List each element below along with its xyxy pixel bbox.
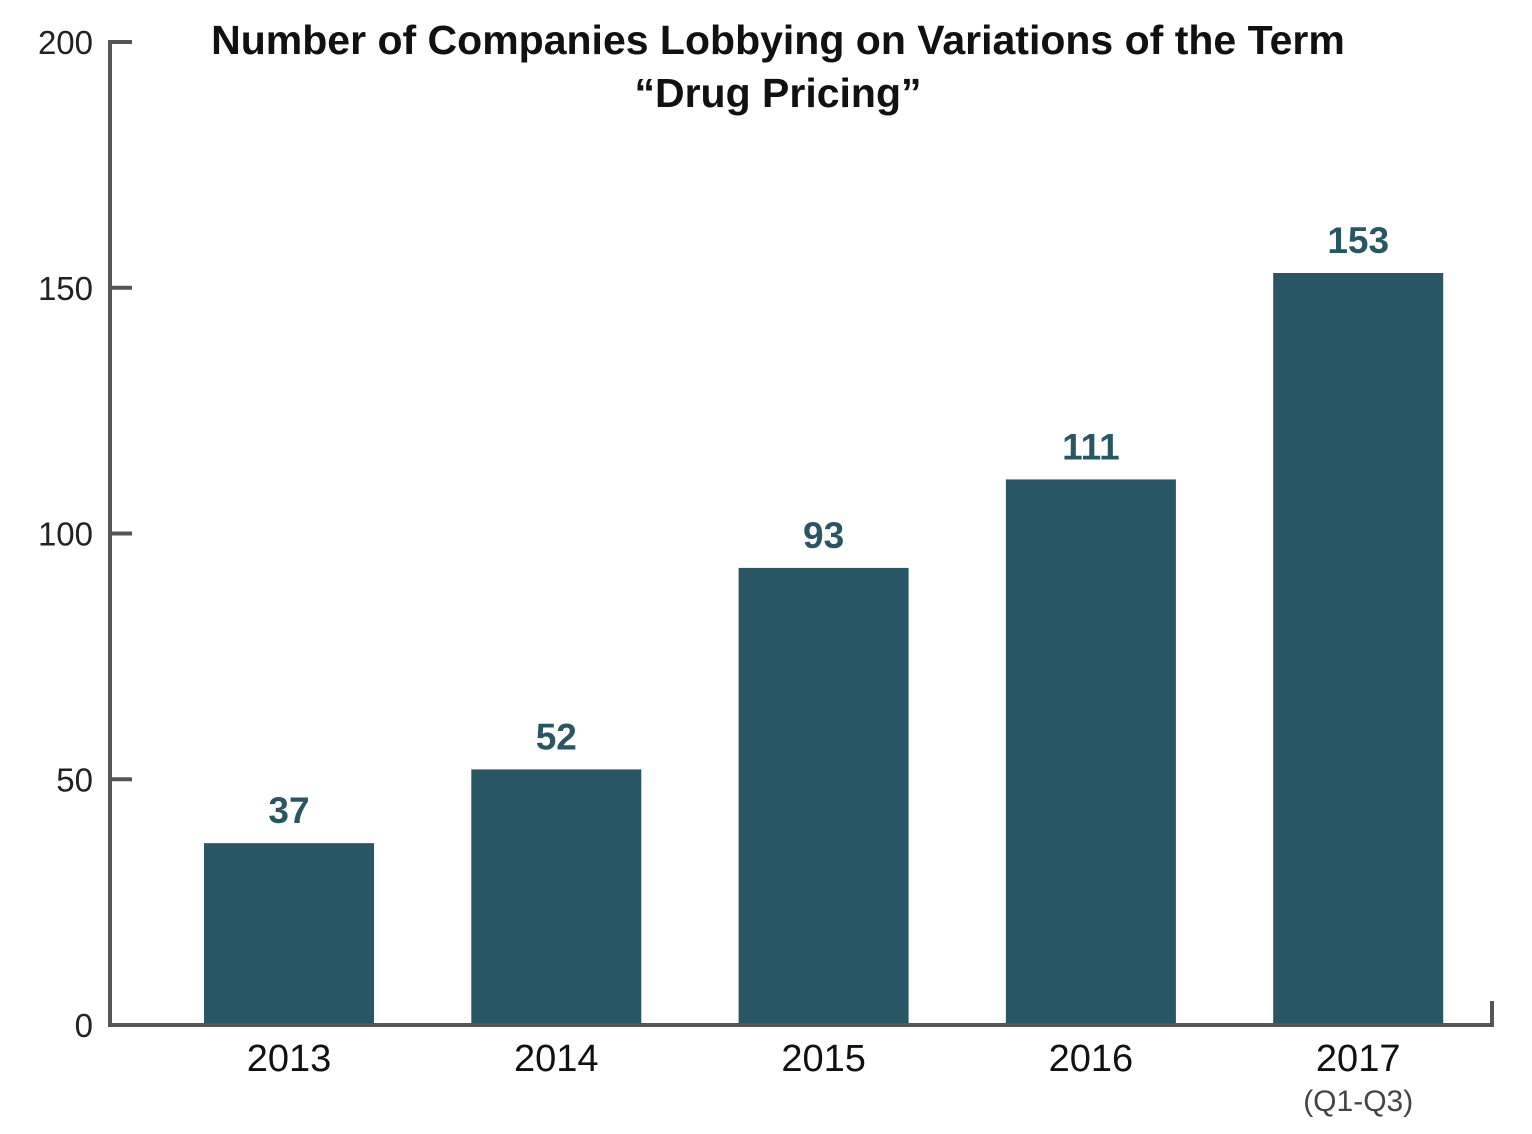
x-tick-label-2016: 2016 [1049, 1038, 1134, 1080]
x-tick-sublabel-2017: (Q1-Q3) [1303, 1085, 1413, 1118]
data-label-2016: 111 [1062, 426, 1120, 467]
chart-title: Number of Companies Lobbying on Variatio… [211, 17, 1345, 116]
data-label-2017: 153 [1327, 220, 1389, 261]
bars [204, 273, 1444, 1023]
bar-2017 [1273, 273, 1444, 1023]
y-tick-label: 100 [38, 516, 93, 553]
bar-2013 [204, 843, 374, 1023]
data-label-2014: 52 [536, 716, 577, 757]
x-tick-labels: 2013 2014 2015 2016 2017 (Q1-Q3) [247, 1038, 1413, 1118]
bar-2015 [738, 567, 909, 1023]
y-tick-label: 200 [38, 24, 93, 61]
y-tick-label: 150 [38, 270, 93, 307]
chart-title-line-1: Number of Companies Lobbying on Variatio… [211, 17, 1345, 63]
y-axis: 0 50 100 150 200 [38, 24, 132, 1044]
bar-2016 [1005, 479, 1176, 1023]
x-tick-label-2017: 2017 [1316, 1038, 1401, 1080]
data-label-2013: 37 [268, 790, 309, 831]
x-tick-label-2014: 2014 [514, 1038, 599, 1080]
x-axis [108, 1001, 1494, 1027]
data-labels: 37 52 93 111 153 [268, 220, 1389, 831]
chart-title-line-2: “Drug Pricing” [634, 70, 921, 116]
x-tick-label-2015: 2015 [781, 1038, 866, 1080]
y-tick-label: 50 [56, 761, 93, 798]
bar-2014 [471, 769, 642, 1023]
y-tick-label: 0 [75, 1007, 93, 1044]
data-label-2015: 93 [803, 515, 844, 556]
x-tick-label-2013: 2013 [247, 1038, 332, 1080]
